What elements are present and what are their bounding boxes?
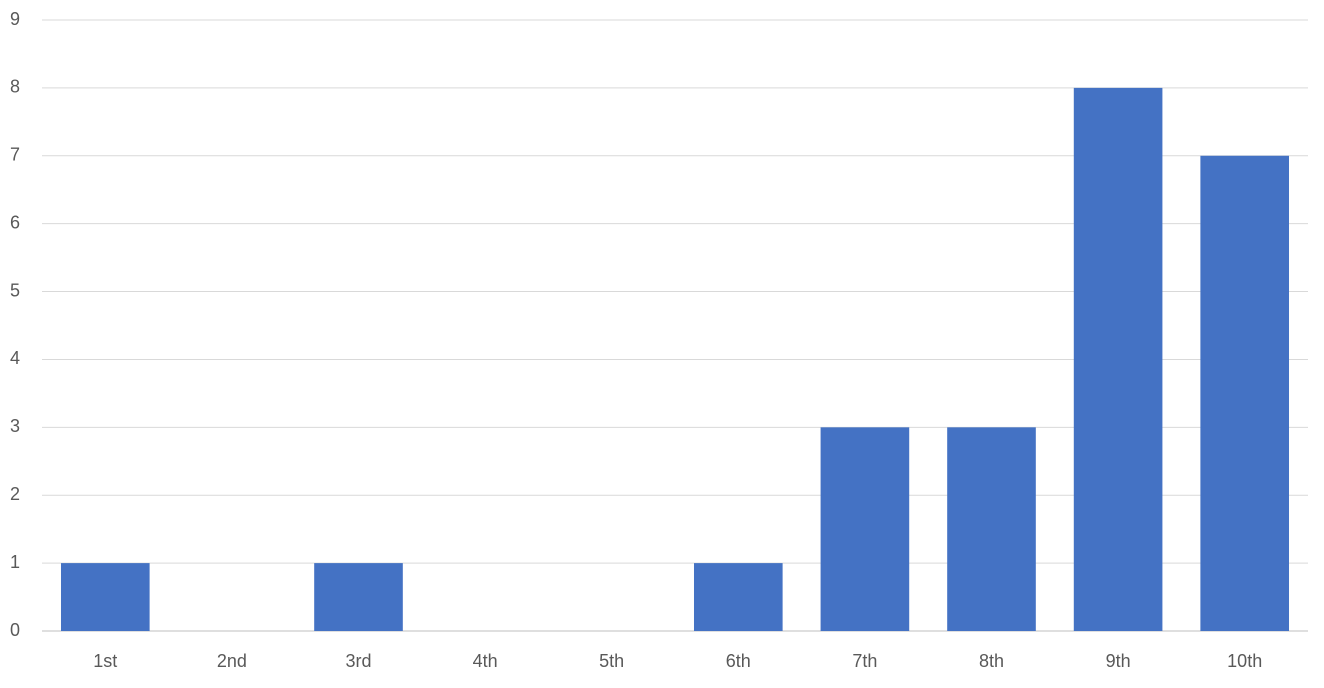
y-tick-label: 4 bbox=[10, 348, 20, 368]
x-tick-label: 8th bbox=[979, 651, 1004, 671]
x-tick-label: 10th bbox=[1227, 651, 1262, 671]
y-tick-label: 7 bbox=[10, 145, 20, 165]
x-tick-label: 6th bbox=[726, 651, 751, 671]
bar bbox=[1200, 155, 1290, 631]
y-tick-label: 5 bbox=[10, 280, 20, 300]
y-tick-label: 9 bbox=[10, 9, 20, 29]
y-tick-label: 0 bbox=[10, 620, 20, 640]
y-tick-label: 1 bbox=[10, 552, 20, 572]
x-tick-label: 5th bbox=[599, 651, 624, 671]
y-tick-label: 6 bbox=[10, 212, 20, 232]
y-tick-label: 3 bbox=[10, 416, 20, 436]
bar bbox=[1073, 87, 1163, 631]
bar bbox=[693, 563, 783, 631]
bar bbox=[820, 427, 910, 631]
y-tick-label: 2 bbox=[10, 484, 20, 504]
bar bbox=[60, 563, 150, 631]
x-tick-label: 2nd bbox=[217, 651, 247, 671]
bar bbox=[947, 427, 1036, 631]
x-tick-label: 7th bbox=[852, 651, 877, 671]
x-tick-label: 3rd bbox=[345, 651, 371, 671]
x-tick-label: 4th bbox=[473, 651, 498, 671]
bar bbox=[314, 563, 403, 631]
x-tick-label: 9th bbox=[1106, 651, 1131, 671]
x-tick-label: 1st bbox=[93, 651, 117, 671]
y-tick-label: 8 bbox=[10, 77, 20, 97]
